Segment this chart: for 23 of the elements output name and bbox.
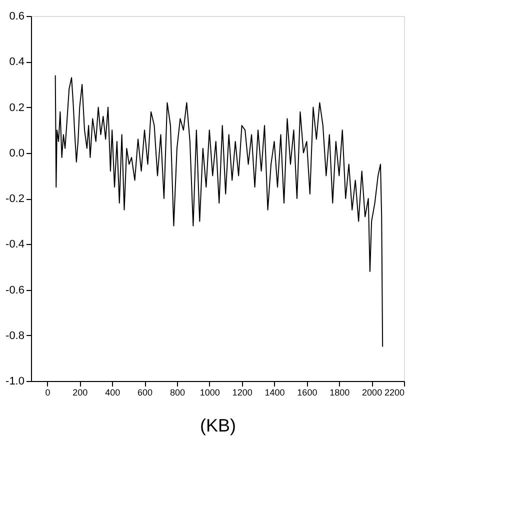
- y-tick-label: -0.8: [6, 330, 24, 342]
- x-tick-label: 0: [45, 388, 50, 398]
- y-tick-label: 0.4: [9, 56, 24, 68]
- y-tick-label: -0.4: [6, 238, 24, 251]
- y-tick-label: -0.6: [6, 284, 24, 296]
- y-tick-label: 0.0: [9, 147, 24, 160]
- x-tick-label: 1000: [200, 388, 220, 398]
- x-tick-label: 1200: [232, 388, 252, 398]
- y-tick-label: -1.0: [6, 376, 24, 388]
- x-axis-title: (KB): [200, 416, 236, 436]
- x-tick-label: 1800: [330, 388, 350, 398]
- y-tick-label: 0.6: [9, 10, 24, 22]
- line-series: [54, 74, 384, 348]
- x-tick-label: 400: [105, 388, 120, 398]
- y-tick-label: -0.2: [6, 193, 24, 205]
- x-tick-label: 600: [138, 388, 153, 398]
- x-tick-label: 800: [170, 388, 185, 398]
- x-tick-label: 200: [72, 388, 88, 398]
- x-tick-label: 2000: [362, 388, 382, 398]
- x-tick-label: 1600: [297, 388, 318, 398]
- y-tick-label: 0.2: [9, 102, 24, 114]
- x-tick-label: 1400: [264, 388, 285, 398]
- x-tick-label: 2200: [384, 388, 404, 398]
